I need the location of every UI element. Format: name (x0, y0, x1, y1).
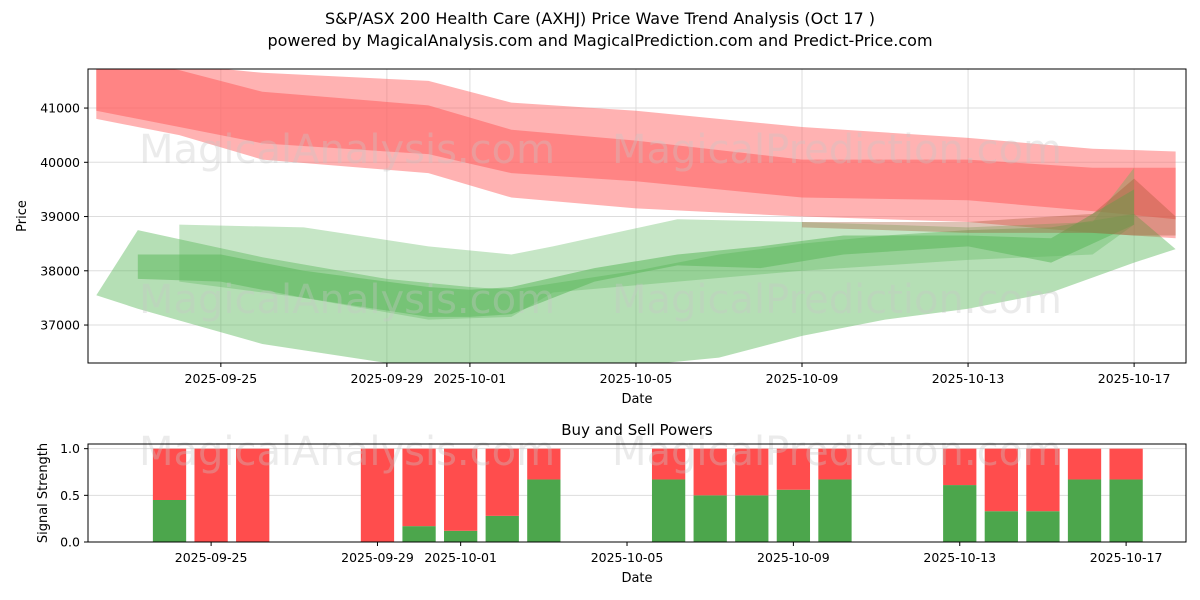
watermark-text: MagicalPrediction.com (612, 127, 1062, 173)
sell-bar (943, 448, 977, 486)
price-bands (96, 69, 1176, 363)
buy-bar (1109, 479, 1143, 542)
watermark-text: MagicalAnalysis.com (139, 429, 555, 475)
signal-xtick-label: 2025-10-13 (923, 550, 996, 565)
sell-bar (360, 448, 395, 542)
signal-plot-frame (87, 443, 1187, 543)
sell-bar (735, 448, 769, 496)
buy-bar (152, 500, 187, 542)
price-xtick-label: 2025-10-01 (434, 371, 507, 386)
signal-y-label: Signal Strength (36, 443, 51, 543)
price-ytick-label: 38000 (40, 263, 80, 278)
watermark-text: MagicalAnalysis.com (139, 127, 555, 173)
band-buy-band-core (137, 189, 1135, 317)
buy-bar (527, 479, 561, 542)
price-ytick-label: 37000 (40, 318, 80, 333)
buy-bar (444, 530, 478, 542)
sell-bar (776, 448, 811, 490)
price-xtick-label: 2025-10-05 (600, 371, 673, 386)
sell-bar (693, 448, 727, 496)
band-buy-band-mid (179, 167, 1135, 320)
buy-bar (693, 495, 727, 542)
signal-chart: Buy and Sell Powers MagicalAnalysis.com M… (36, 421, 1187, 586)
watermark-text: MagicalAnalysis.com (139, 277, 555, 323)
buy-bar (1026, 511, 1060, 542)
price-ytick-label: 40000 (40, 155, 80, 170)
buy-bar (943, 485, 977, 542)
price-ticks: 37000 38000 39000 40000 41000 2025-09-25 2025-… (40, 101, 1170, 386)
signal-xtick-label: 2025-09-25 (175, 550, 248, 565)
signal-watermarks: MagicalAnalysis.com MagicalPrediction.com (139, 429, 1062, 475)
buy-bar (402, 526, 436, 542)
signal-title: Buy and Sell Powers (561, 421, 713, 439)
sell-bar (444, 448, 478, 531)
chart-subtitle: powered by MagicalAnalysis.com and Magic… (267, 31, 933, 50)
signal-xtick-label: 2025-10-01 (424, 550, 497, 565)
sell-bar (236, 448, 270, 542)
buy-bar (984, 511, 1018, 542)
price-ytick-label: 41000 (40, 101, 80, 116)
signal-xtick-label: 2025-09-29 (341, 550, 414, 565)
signal-ytick-label: 0.0 (60, 535, 80, 550)
buy-bar (776, 489, 811, 542)
buy-bar (818, 479, 852, 542)
signal-x-label: Date (621, 571, 652, 586)
price-watermarks: MagicalAnalysis.com MagicalPrediction.com… (139, 127, 1062, 323)
signal-xtick-label: 2025-10-05 (591, 550, 664, 565)
signal-ticks: 0.0 0.5 1.0 2025-09-25 2025-09-29 2025-10-01 2… (60, 441, 1162, 565)
buy-bar (651, 479, 686, 542)
buy-bar (485, 515, 519, 542)
price-xtick-label: 2025-09-25 (185, 371, 258, 386)
buy-bar (735, 495, 769, 542)
signal-bars (152, 448, 1143, 542)
sell-bar (984, 448, 1018, 512)
price-y-label: Price (15, 200, 30, 232)
sell-bar (651, 448, 686, 480)
price-x-label: Date (621, 392, 652, 407)
watermark-text: MagicalPrediction.com (612, 277, 1062, 323)
price-xtick-label: 2025-10-13 (932, 371, 1005, 386)
signal-xtick-label: 2025-10-17 (1090, 550, 1163, 565)
sell-bar (1109, 448, 1143, 480)
watermark-text: MagicalPrediction.com (612, 429, 1062, 475)
sell-bar (152, 448, 187, 500)
band-buy-band-wide (96, 213, 1176, 363)
sell-bar (194, 448, 228, 542)
chart-title: S&P/ASX 200 Health Care (AXHJ) Price Wav… (324, 9, 876, 28)
signal-xtick-label: 2025-10-09 (757, 550, 830, 565)
sell-bar (485, 448, 519, 516)
sell-bar (527, 448, 561, 480)
band-sell-band-inner (96, 69, 1176, 220)
price-xtick-label: 2025-10-09 (766, 371, 839, 386)
signal-ytick-label: 1.0 (60, 441, 80, 456)
buy-bar (1067, 479, 1102, 542)
signal-ytick-label: 0.5 (60, 488, 80, 503)
sell-bar (402, 448, 436, 527)
price-ytick-label: 39000 (40, 209, 80, 224)
sell-bar (818, 448, 852, 480)
band-overlap-band (802, 178, 1176, 236)
sell-bar (1067, 448, 1102, 480)
price-chart: MagicalAnalysis.com MagicalPrediction.com… (15, 68, 1187, 407)
price-xtick-label: 2025-10-17 (1098, 371, 1171, 386)
price-xtick-label: 2025-09-29 (351, 371, 424, 386)
sell-bar (1026, 448, 1060, 512)
price-plot-frame (87, 68, 1187, 364)
